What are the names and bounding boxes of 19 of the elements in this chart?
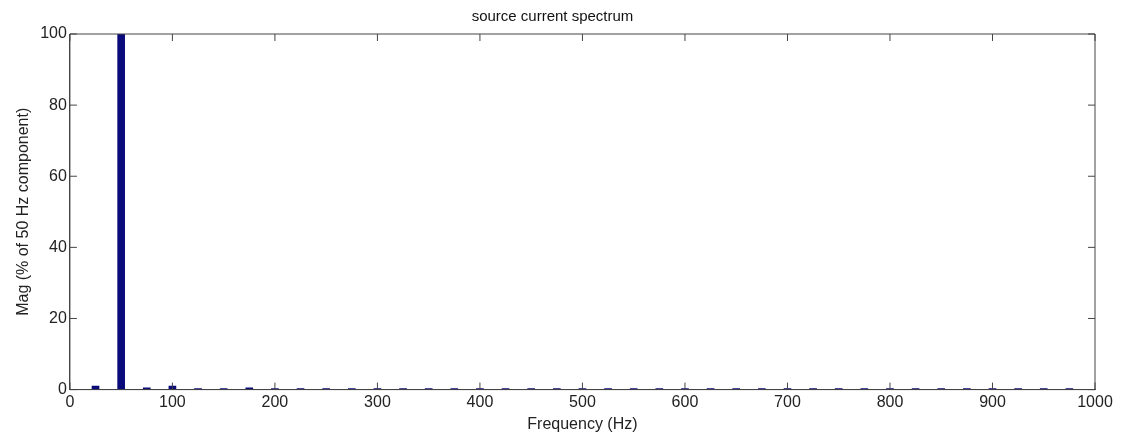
x-tick-label: 600 — [671, 392, 699, 410]
chart-title: source current spectrum — [471, 7, 634, 25]
x-tick-label: 1000 — [1077, 392, 1113, 410]
y-tick-label: 80 — [49, 95, 67, 113]
x-axis-title: Frequency (Hz) — [527, 414, 638, 432]
y-tick-label: 100 — [40, 24, 67, 42]
x-tick-label: 700 — [774, 392, 801, 410]
y-tick-label: 40 — [49, 237, 67, 255]
x-tick-label: 400 — [466, 392, 494, 410]
x-tick-label: 800 — [876, 392, 904, 410]
x-tick-label: 200 — [261, 392, 289, 410]
y-axis-title: Mag (% of 50 Hz component) — [14, 107, 32, 316]
x-tick-label: 500 — [569, 392, 596, 410]
x-tick-label: 900 — [979, 392, 1006, 410]
x-tick-label: 100 — [159, 392, 186, 410]
y-tick-label: 20 — [49, 308, 67, 326]
y-tick-label: 0 — [57, 380, 67, 398]
y-tick-label: 60 — [49, 166, 67, 184]
x-tick-label: 300 — [364, 392, 391, 410]
